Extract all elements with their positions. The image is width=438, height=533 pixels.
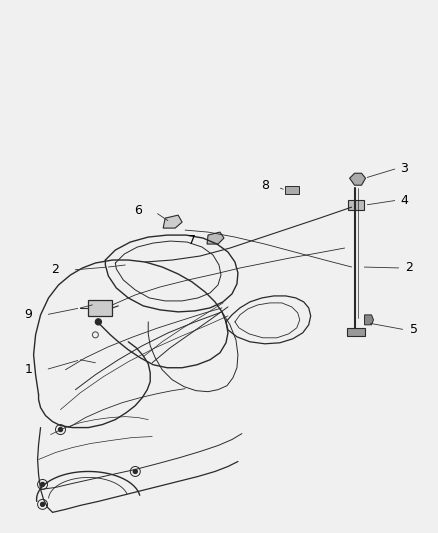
Circle shape — [133, 470, 137, 473]
Text: 8: 8 — [261, 179, 269, 192]
Circle shape — [59, 427, 63, 432]
Polygon shape — [350, 173, 366, 185]
Polygon shape — [364, 315, 374, 325]
Circle shape — [95, 319, 101, 325]
Text: 2: 2 — [406, 262, 413, 274]
Polygon shape — [207, 232, 224, 244]
Text: 5: 5 — [410, 324, 418, 336]
Text: 4: 4 — [400, 193, 408, 207]
Bar — [285, 186, 299, 194]
Bar — [346, 328, 364, 336]
Circle shape — [41, 482, 45, 487]
Text: 2: 2 — [52, 263, 60, 277]
Polygon shape — [163, 215, 182, 228]
Text: 9: 9 — [25, 309, 32, 321]
Text: 6: 6 — [134, 204, 142, 216]
Text: 7: 7 — [188, 233, 196, 247]
Bar — [88, 300, 112, 316]
Circle shape — [41, 503, 45, 506]
Bar — [348, 200, 364, 210]
Text: 1: 1 — [25, 363, 32, 376]
Text: 3: 3 — [400, 161, 408, 175]
